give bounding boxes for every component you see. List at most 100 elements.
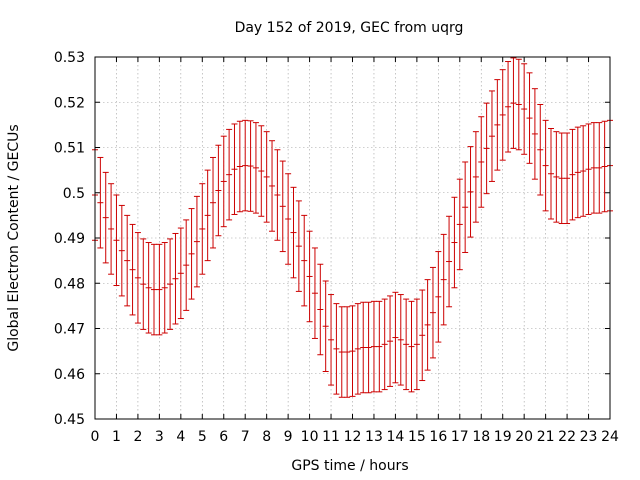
error-bar xyxy=(408,300,415,393)
error-bar xyxy=(193,195,200,288)
error-bar xyxy=(349,305,356,397)
error-bar xyxy=(505,61,512,153)
error-bar xyxy=(151,243,158,336)
error-bar xyxy=(499,69,506,161)
error-bar xyxy=(387,295,394,387)
error-bar xyxy=(510,57,517,149)
x-tick-label: 3 xyxy=(155,429,164,445)
error-bar xyxy=(370,300,377,393)
error-bar xyxy=(124,214,131,307)
tick-labels: 0 1 2 3 4 5 6 7 8 9 10 11 12 13 14 15 16 17 18 19 20 21 22 23 24… xyxy=(54,50,619,445)
error-bar xyxy=(569,128,576,221)
error-bar xyxy=(344,306,351,398)
error-bar xyxy=(306,230,313,323)
error-bar xyxy=(290,186,297,279)
error-bar xyxy=(564,132,571,225)
error-bar xyxy=(601,120,608,213)
error-bar xyxy=(547,127,554,220)
error-bar xyxy=(145,242,152,334)
error-bar xyxy=(172,232,179,325)
error-bar xyxy=(295,200,302,292)
y-tick-label: 0.48 xyxy=(54,276,85,292)
x-tick-label: 20 xyxy=(515,429,533,445)
y-tick-label: 0.51 xyxy=(54,141,85,157)
x-tick-label: 19 xyxy=(494,429,512,445)
error-bar xyxy=(252,122,259,214)
error-bar xyxy=(537,104,544,196)
error-bar xyxy=(215,144,222,237)
error-bar xyxy=(590,122,597,214)
x-tick-label: 14 xyxy=(387,429,405,445)
error-bar xyxy=(226,128,233,221)
error-bar xyxy=(317,263,324,356)
error-bar xyxy=(118,204,125,297)
error-bar xyxy=(177,227,184,320)
y-tick-label: 0.45 xyxy=(54,412,85,428)
error-bar xyxy=(472,131,479,223)
error-bar xyxy=(467,146,474,238)
error-bar xyxy=(210,156,217,249)
error-bar xyxy=(156,243,163,336)
error-bar xyxy=(558,132,565,225)
error-bar xyxy=(188,208,195,300)
error-bar xyxy=(542,119,549,212)
y-tick-label: 0.49 xyxy=(54,231,85,247)
x-tick-label: 17 xyxy=(451,429,469,445)
error-bar xyxy=(376,300,383,393)
error-bar xyxy=(451,196,458,289)
error-bar xyxy=(311,247,318,339)
chart-title: Day 152 of 2019, GEC from uqrg xyxy=(235,20,464,36)
error-bar xyxy=(580,125,587,217)
error-bar xyxy=(140,238,147,330)
x-tick-label: 6 xyxy=(219,429,228,445)
error-bar xyxy=(462,161,469,253)
x-tick-label: 22 xyxy=(558,429,576,445)
error-bar xyxy=(521,63,528,155)
x-axis-label: GPS time / hours xyxy=(291,458,408,474)
error-bar xyxy=(403,298,410,391)
error-bar xyxy=(322,280,329,372)
error-bar xyxy=(381,298,388,391)
x-tick-label: 5 xyxy=(198,429,207,445)
x-tick-label: 1 xyxy=(112,429,121,445)
error-bar xyxy=(424,279,431,371)
x-tick-label: 11 xyxy=(322,429,340,445)
x-tick-label: 13 xyxy=(365,429,383,445)
error-bar xyxy=(328,294,335,386)
error-bar-series xyxy=(92,57,613,398)
x-tick-label: 0 xyxy=(91,429,100,445)
error-bar xyxy=(129,223,136,316)
error-bar xyxy=(204,169,211,262)
error-bar xyxy=(242,119,249,212)
error-bar xyxy=(279,160,286,253)
x-tick-label: 15 xyxy=(408,429,426,445)
x-tick-label: 8 xyxy=(262,429,271,445)
error-bar xyxy=(113,194,120,287)
error-bar xyxy=(285,173,292,265)
error-bar xyxy=(365,301,372,394)
x-tick-label: 23 xyxy=(580,429,598,445)
error-bar xyxy=(419,289,426,382)
x-tick-label: 18 xyxy=(472,429,490,445)
error-bar xyxy=(263,131,270,223)
error-bar xyxy=(161,242,168,334)
error-bar xyxy=(574,126,581,219)
x-tick-label: 2 xyxy=(133,429,142,445)
error-bar xyxy=(440,233,447,326)
error-bar xyxy=(483,102,490,195)
error-bar xyxy=(429,266,436,359)
error-bar xyxy=(333,303,340,395)
x-tick-label: 16 xyxy=(429,429,447,445)
error-bar xyxy=(413,298,420,391)
error-bar xyxy=(102,171,109,264)
x-tick-label: 21 xyxy=(537,429,555,445)
error-bar xyxy=(269,140,276,232)
error-bar xyxy=(397,294,404,386)
error-bar xyxy=(220,135,227,228)
error-bar xyxy=(97,156,104,249)
error-bar xyxy=(236,120,243,213)
tick-layer xyxy=(94,56,611,420)
error-bar xyxy=(360,301,367,394)
error-bar xyxy=(108,183,115,275)
